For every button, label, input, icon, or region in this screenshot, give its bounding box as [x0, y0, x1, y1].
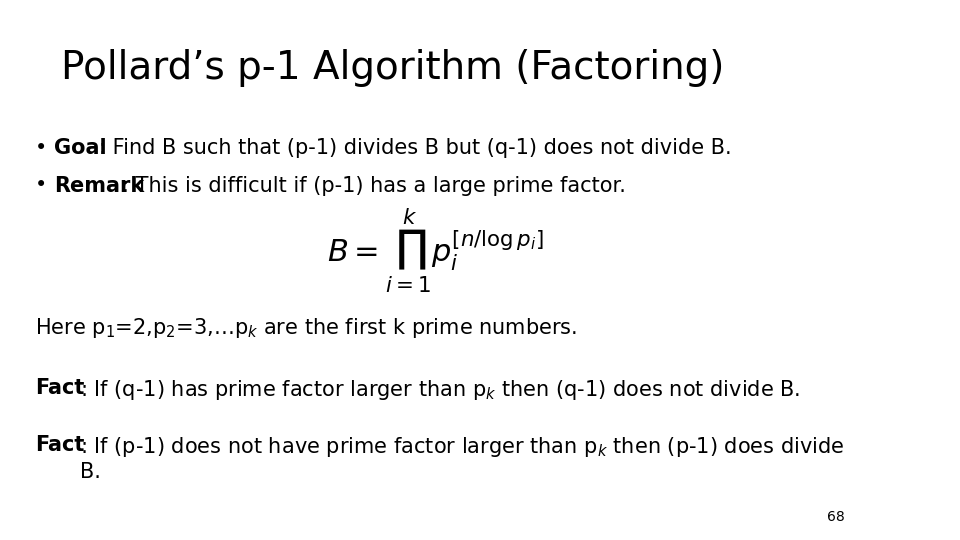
- Text: : Find B such that (p-1) divides B but (q-1) does not divide B.: : Find B such that (p-1) divides B but (…: [100, 138, 732, 158]
- Text: Pollard’s p-1 Algorithm (Factoring): Pollard’s p-1 Algorithm (Factoring): [61, 49, 725, 86]
- Text: •: •: [35, 138, 47, 158]
- Text: Goal: Goal: [54, 138, 107, 158]
- Text: Here p$_1$=2,p$_2$=3,…p$_k$ are the first k prime numbers.: Here p$_1$=2,p$_2$=3,…p$_k$ are the firs…: [35, 316, 577, 340]
- Text: : If (q-1) has prime factor larger than p$_k$ then (q-1) does not divide B.: : If (q-1) has prime factor larger than …: [81, 378, 801, 402]
- Text: $B = \prod_{i=1}^{k} p_i^{[n/\log p_i]}$: $B = \prod_{i=1}^{k} p_i^{[n/\log p_i]}$: [327, 207, 544, 295]
- Text: 68: 68: [828, 510, 845, 524]
- Text: Remark: Remark: [54, 176, 144, 195]
- Text: Fact: Fact: [35, 435, 84, 455]
- Text: : If (p-1) does not have prime factor larger than p$_k$ then (p-1) does divide
B: : If (p-1) does not have prime factor la…: [81, 435, 845, 482]
- Text: Fact: Fact: [35, 378, 84, 398]
- Text: : This is difficult if (p-1) has a large prime factor.: : This is difficult if (p-1) has a large…: [122, 176, 626, 195]
- Text: •: •: [35, 176, 47, 195]
